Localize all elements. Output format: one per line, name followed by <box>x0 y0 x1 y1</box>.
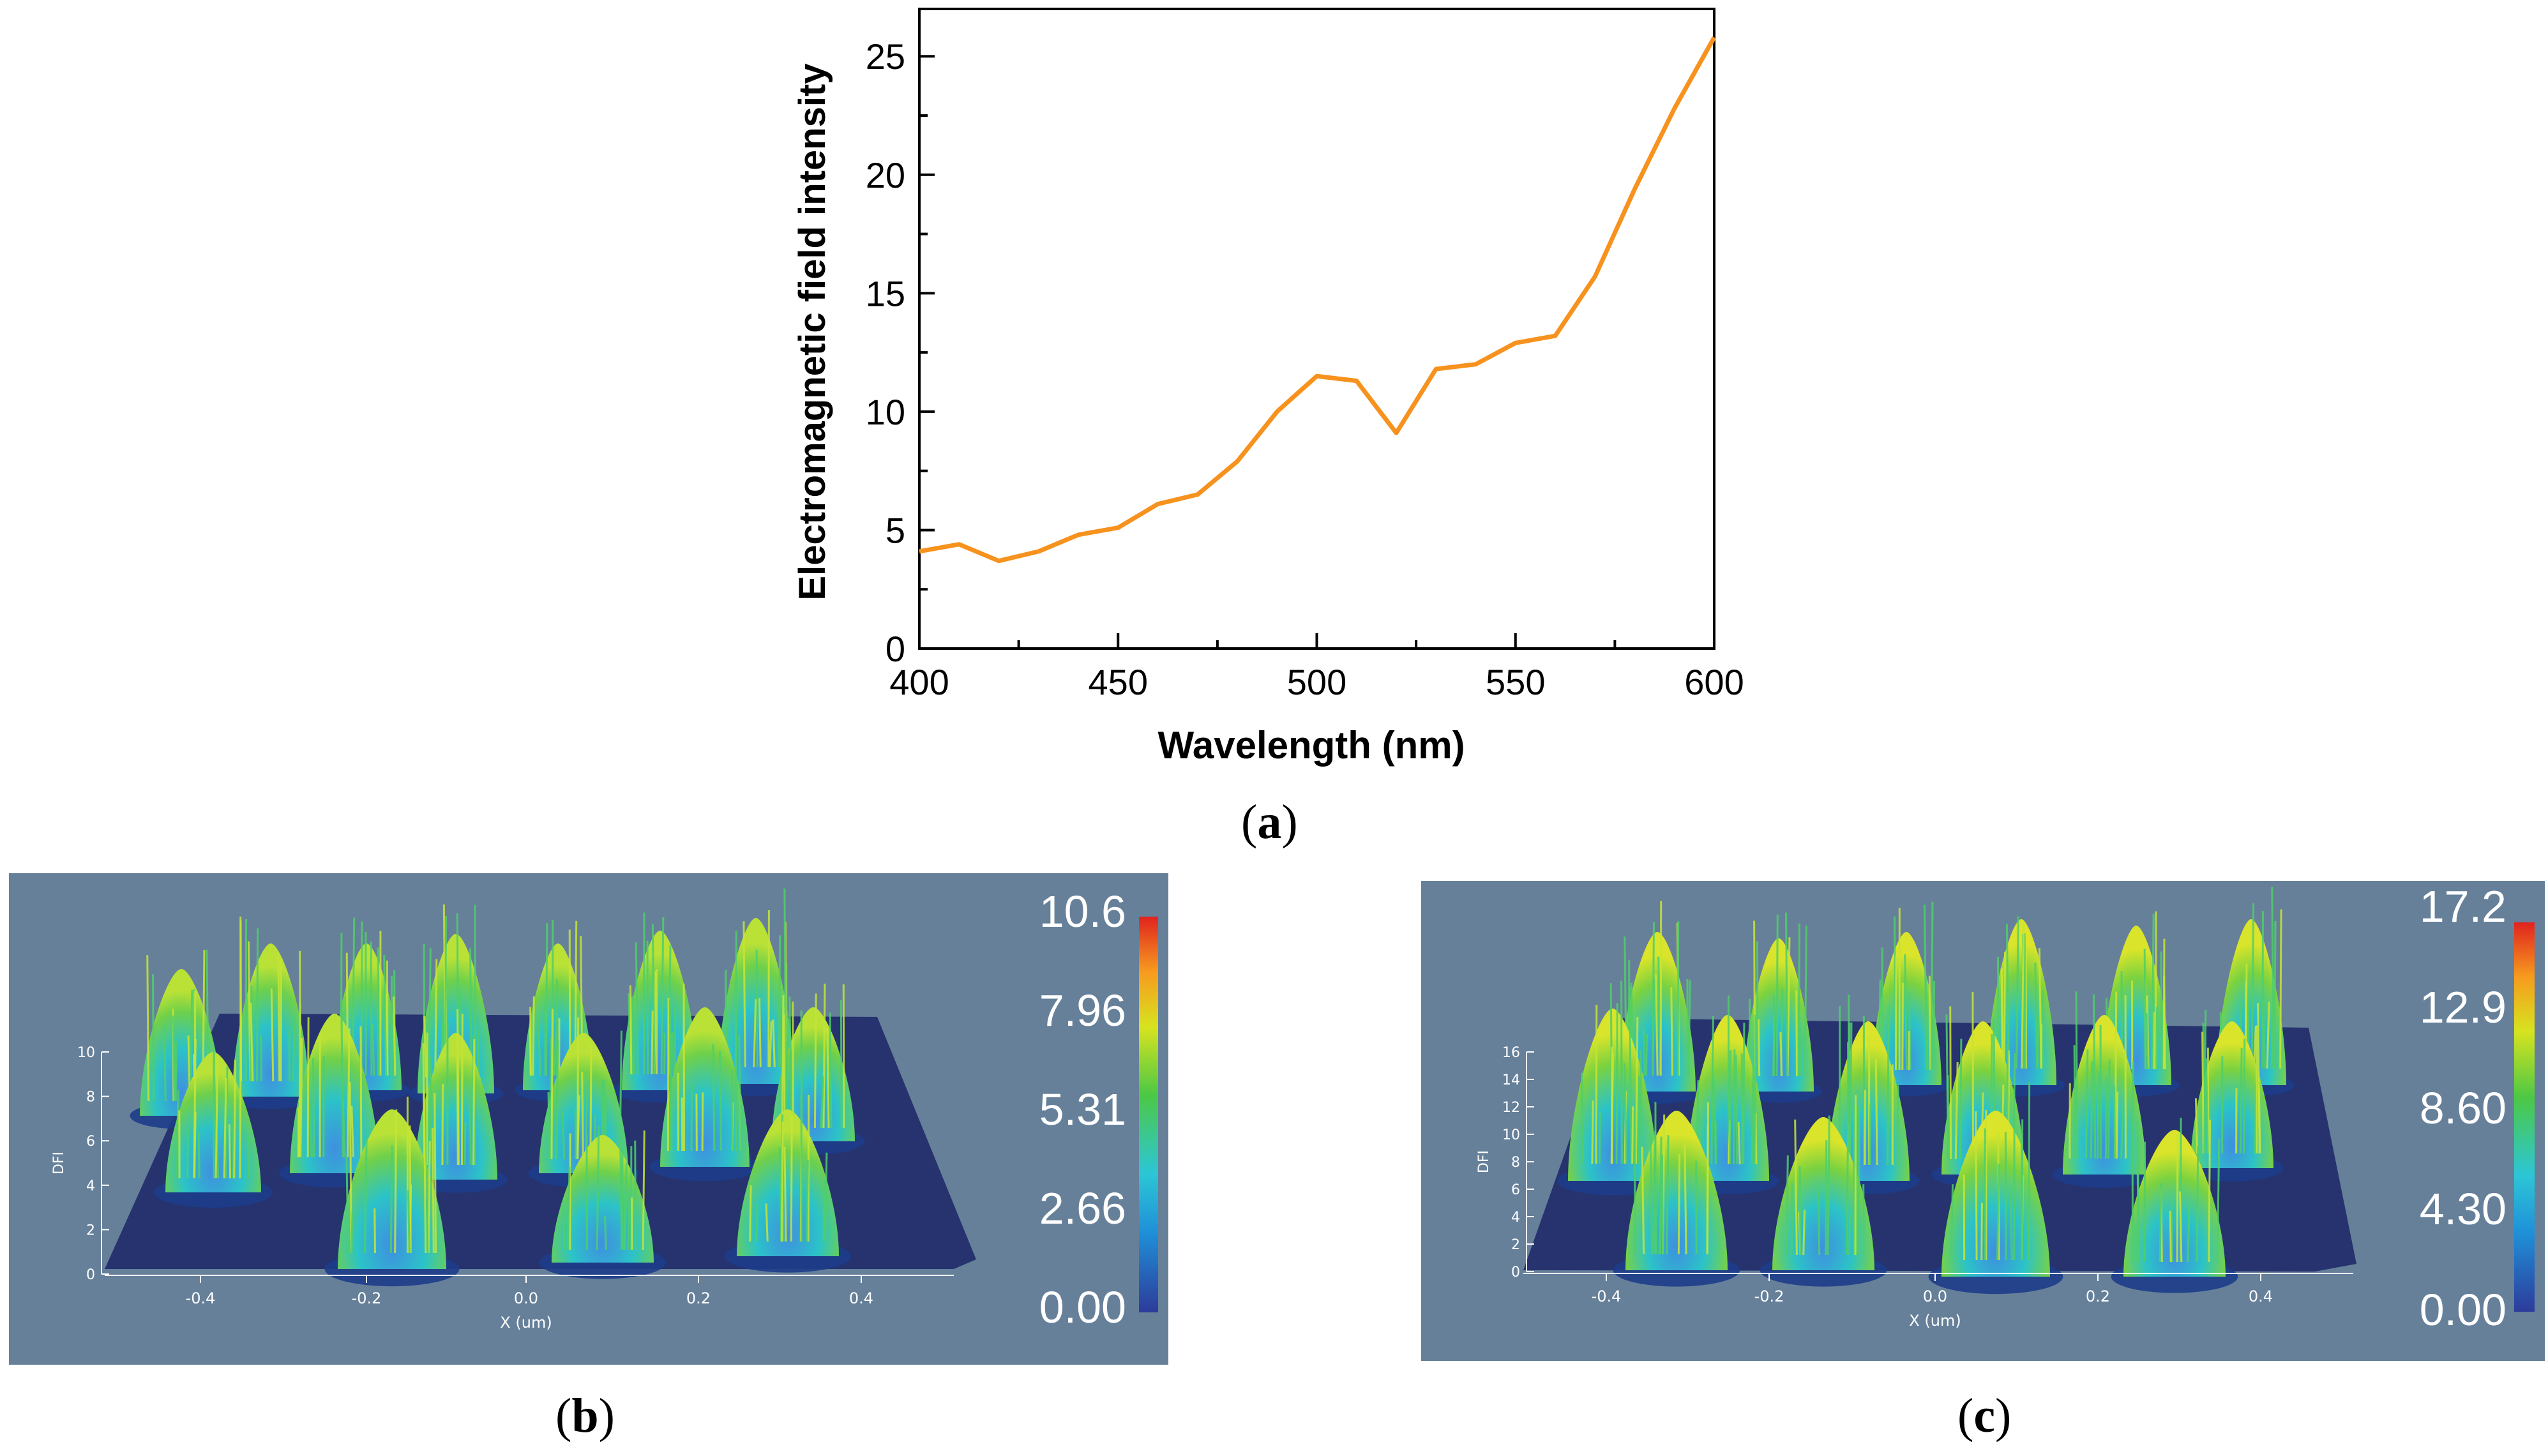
z-tick-label: 8 <box>1511 1155 1520 1171</box>
x-tick-label: -0.2 <box>1754 1287 1784 1305</box>
colorbar-c-tick: 0.00 <box>2419 1285 2507 1335</box>
z-tick-label: 0 <box>86 1267 95 1283</box>
x-axis-label: X (um) <box>1909 1312 1961 1330</box>
field-map-b-surface: -0.4 -0.2 0.0 0.2 0.4 X (um) 0 2 4 6 8 10 DFI <box>51 888 1158 1332</box>
chart-a-x-axis-label: Wavelength (nm) <box>1157 724 1465 767</box>
z-tick-label: 14 <box>1502 1072 1520 1088</box>
y-tick-label: 20 <box>866 155 905 195</box>
caption-b: (b) <box>555 1389 615 1443</box>
x-tick-label: 0.2 <box>2086 1287 2110 1305</box>
colorbar-b-tick: 0.00 <box>1039 1282 1126 1332</box>
z-tick-label: 0 <box>1511 1265 1520 1280</box>
y-tick-label: 10 <box>866 392 905 432</box>
x-tick-label: 0.0 <box>1923 1287 1947 1305</box>
field-map-c-surface: -0.4 -0.2 0.0 0.2 0.4 X (um) 0 2 4 6 8 10 12 14 16 DFI <box>1476 887 2535 1330</box>
field-map-c-axes: -0.4 -0.2 0.0 0.2 0.4 X (um) 0 2 4 6 8 10 12 14 16 DFI <box>1476 1045 2353 1330</box>
z-tick-label: 6 <box>1511 1182 1520 1198</box>
field-map-c-colorbar <box>2514 922 2535 1312</box>
field-peak <box>1760 1090 1887 1287</box>
colorbar-c-tick: 12.9 <box>2419 982 2507 1032</box>
z-tick-label: 12 <box>1502 1100 1520 1116</box>
x-tick-label: 0.4 <box>849 1289 873 1307</box>
chart-a-ticks: 400 450 500 550 600 0 5 10 15 20 25 <box>866 36 1744 702</box>
field-map-b-peaks <box>130 888 865 1287</box>
series-line <box>919 36 1717 564</box>
field-map-b-axes: -0.4 -0.2 0.0 0.2 0.4 X (um) 0 2 4 6 8 10 DFI <box>51 1045 954 1332</box>
line-chart-a: 400 450 500 550 600 0 5 10 15 20 25 Wavelength (nm… <box>792 8 1744 767</box>
colorbar-b-tick: 2.66 <box>1039 1183 1126 1233</box>
x-tick-label: 0.4 <box>2249 1287 2273 1305</box>
field-peak <box>1613 1102 1740 1287</box>
z-tick-label: 4 <box>1511 1210 1520 1226</box>
z-tick-label: 8 <box>86 1090 95 1106</box>
z-tick-label: 4 <box>86 1178 95 1194</box>
field-peak <box>2053 991 2156 1188</box>
field-peak <box>649 980 760 1182</box>
field-peak <box>2111 1117 2238 1293</box>
x-tick-label: 550 <box>1486 662 1545 702</box>
colorbar-b-tick: 10.6 <box>1039 887 1126 936</box>
x-tick-label: -0.4 <box>1592 1287 1622 1305</box>
field-peak <box>724 1095 852 1273</box>
field-map-c-peaks <box>1557 887 2295 1295</box>
x-tick-label: 500 <box>1287 662 1346 702</box>
caption-a-letter: a <box>1257 795 1282 849</box>
colorbar-c-tick: 4.30 <box>2419 1184 2507 1234</box>
z-axis-label: DFI <box>1476 1150 1492 1173</box>
field-peak <box>1928 1082 2063 1295</box>
x-tick-label: 400 <box>889 662 949 702</box>
y-tick-label: 5 <box>886 510 905 550</box>
colorbar-b-tick: 5.31 <box>1039 1084 1126 1134</box>
x-tick-label: 450 <box>1089 662 1148 702</box>
y-tick-label: 15 <box>866 273 905 313</box>
caption-b-letter: b <box>571 1389 599 1443</box>
caption-a: (a) <box>1241 795 1298 849</box>
colorbar-b-tick: 7.96 <box>1039 986 1126 1035</box>
x-tick-label: 0.0 <box>514 1289 538 1307</box>
z-tick-label: 2 <box>86 1222 95 1238</box>
x-axis-label: X (um) <box>500 1314 552 1332</box>
field-map-b-colorbar <box>1139 917 1158 1312</box>
x-tick-label: 0.2 <box>686 1289 711 1307</box>
z-tick-label: 2 <box>1511 1237 1520 1253</box>
x-tick-label: -0.4 <box>186 1289 216 1307</box>
colorbar-c-tick: 8.60 <box>2419 1083 2507 1133</box>
chart-a-y-axis-label: Electromagnetic field intensity <box>792 63 833 600</box>
field-peak <box>2180 1003 2284 1182</box>
field-map-c: -0.4 -0.2 0.0 0.2 0.4 X (um) 0 2 4 6 8 10 12 14 16 DFI … <box>1421 881 2545 1361</box>
x-tick-label: 600 <box>1684 662 1744 702</box>
y-tick-label: 25 <box>866 36 905 77</box>
y-tick-label: 0 <box>886 629 905 669</box>
field-peak <box>762 984 865 1155</box>
field-peak <box>154 1039 273 1208</box>
z-tick-label: 6 <box>86 1134 95 1150</box>
caption-c-letter: c <box>1973 1389 1996 1443</box>
z-tick-label: 10 <box>1502 1127 1520 1143</box>
caption-c: (c) <box>1957 1389 2012 1443</box>
chart-a-series <box>919 36 1717 564</box>
field-map-b: -0.4 -0.2 0.0 0.2 0.4 X (um) 0 2 4 6 8 10 DFI 10.6 7… <box>9 873 1168 1365</box>
field-peak <box>223 916 319 1109</box>
colorbar-c-tick: 17.2 <box>2419 882 2507 931</box>
field-peak <box>539 1126 667 1279</box>
z-tick-label: 10 <box>77 1045 95 1061</box>
z-axis-label: DFI <box>51 1152 67 1175</box>
z-tick-label: 16 <box>1502 1045 1520 1061</box>
x-tick-label: -0.2 <box>352 1289 382 1307</box>
field-peak <box>324 1082 460 1287</box>
